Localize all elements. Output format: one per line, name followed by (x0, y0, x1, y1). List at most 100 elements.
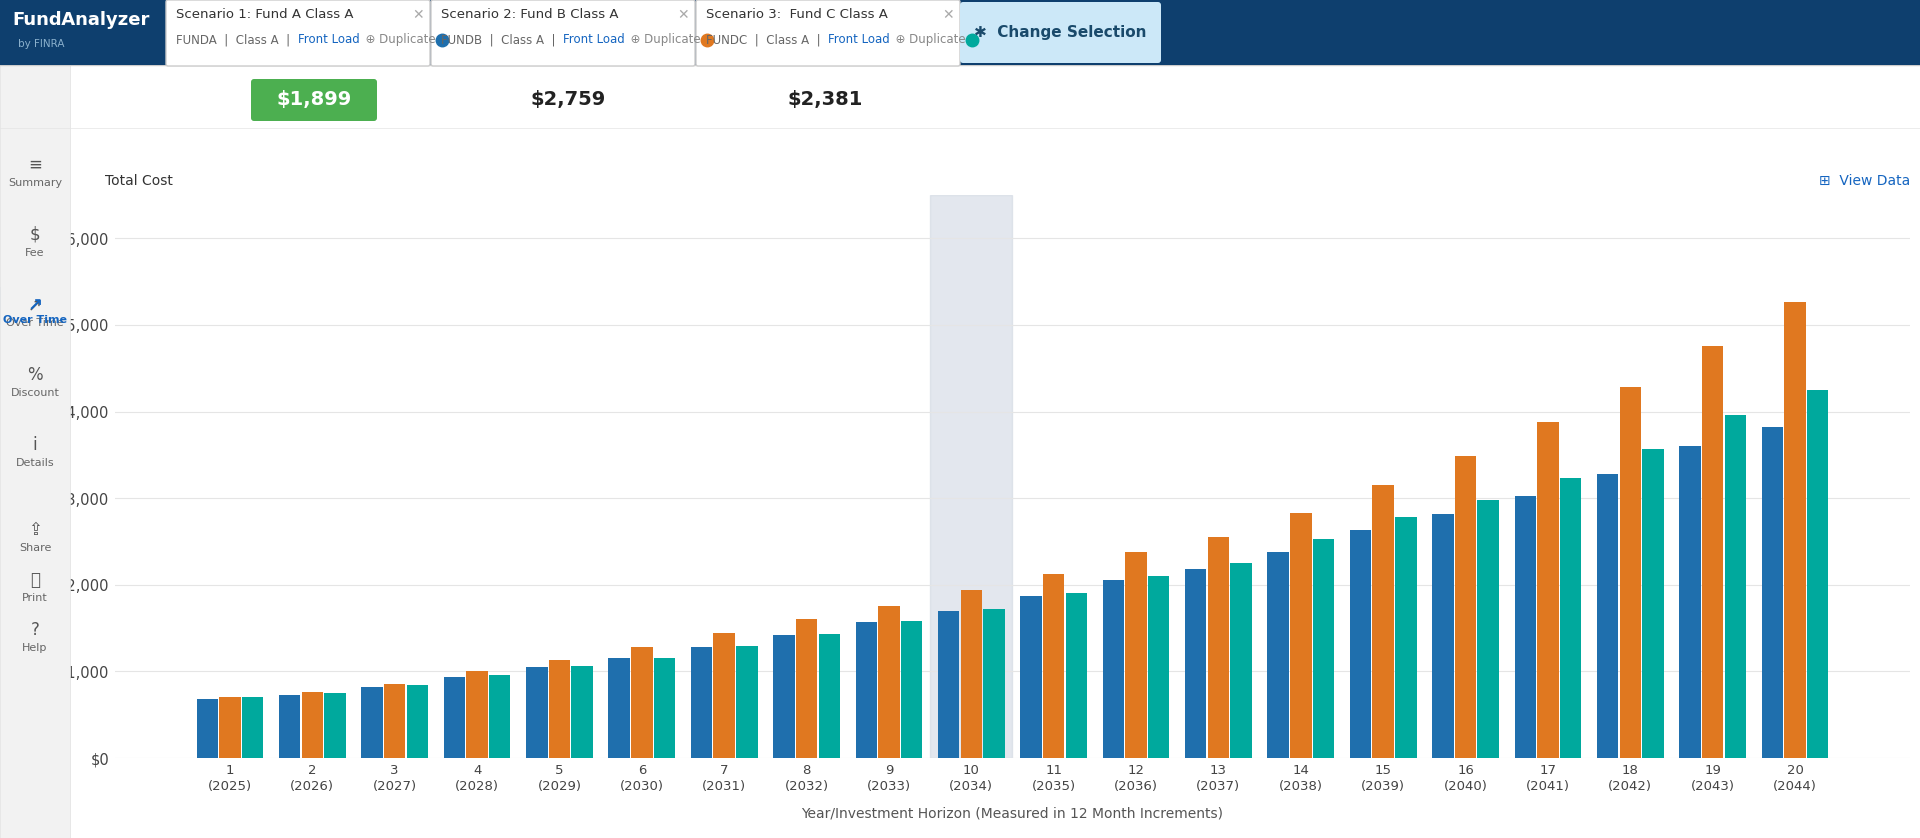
Text: ?: ? (31, 621, 40, 639)
Bar (1102, 581, 1123, 758)
Text: Over Time: Over Time (4, 315, 67, 325)
Bar (655, 658, 676, 758)
Bar (818, 634, 839, 758)
FancyBboxPatch shape (430, 0, 695, 66)
Bar (219, 697, 240, 758)
Bar (1208, 537, 1229, 758)
Text: Fund: Fund (12, 11, 61, 29)
Bar (1620, 387, 1642, 758)
Bar (444, 676, 465, 758)
Text: ⇪: ⇪ (29, 521, 42, 539)
Bar (1478, 500, 1500, 758)
Bar (1267, 552, 1288, 758)
Bar (1807, 390, 1828, 758)
FancyBboxPatch shape (0, 0, 69, 838)
Bar (1043, 573, 1064, 758)
Bar (1373, 485, 1394, 758)
Text: ✕: ✕ (413, 8, 424, 22)
Text: FUNDA  |  Class A  |: FUNDA | Class A | (177, 34, 290, 46)
Text: Details: Details (15, 458, 54, 468)
Bar (324, 693, 346, 758)
Bar (301, 692, 323, 758)
Text: FUNDB  |  Class A  |: FUNDB | Class A | (442, 34, 555, 46)
Bar (1680, 446, 1701, 758)
Bar (877, 606, 900, 758)
Bar (196, 699, 219, 758)
Bar (1185, 569, 1206, 758)
Bar (1597, 474, 1619, 758)
Text: FUNDC  |  Class A  |: FUNDC | Class A | (707, 34, 820, 46)
Bar (1784, 302, 1805, 758)
Bar (361, 687, 382, 758)
FancyBboxPatch shape (252, 79, 376, 121)
Bar (1763, 427, 1784, 758)
Bar (632, 647, 653, 758)
Bar (242, 697, 263, 758)
Text: Scenario 3:  Fund C Class A: Scenario 3: Fund C Class A (707, 8, 887, 22)
Bar (1559, 478, 1582, 758)
Bar (929, 195, 1012, 758)
Bar (609, 659, 630, 758)
Bar (1313, 539, 1334, 758)
Bar (691, 647, 712, 758)
Bar (1701, 346, 1724, 758)
Bar (1396, 517, 1417, 758)
Text: %: % (27, 366, 42, 384)
Bar (1350, 530, 1371, 758)
Bar (1231, 563, 1252, 758)
Bar (549, 660, 570, 758)
Text: ⎙: ⎙ (31, 571, 40, 589)
Bar (407, 685, 428, 758)
Bar (1432, 514, 1453, 758)
Text: $1,899: $1,899 (276, 91, 351, 110)
Text: Front Load: Front Load (828, 34, 889, 46)
Bar (714, 634, 735, 758)
Text: Help: Help (23, 643, 48, 653)
Text: Print: Print (23, 593, 48, 603)
Bar (1290, 513, 1311, 758)
Bar (797, 618, 818, 758)
Text: i: i (33, 436, 36, 454)
X-axis label: Year/Investment Horizon (Measured in 12 Month Increments): Year/Investment Horizon (Measured in 12 … (801, 806, 1223, 820)
Bar (1020, 596, 1043, 758)
Text: Over Time: Over Time (6, 318, 63, 328)
Bar (572, 666, 593, 758)
Text: ⊞  View Data: ⊞ View Data (1818, 174, 1910, 189)
Bar (900, 621, 922, 758)
Bar (384, 684, 405, 758)
Bar (960, 590, 981, 758)
Text: $: $ (29, 226, 40, 244)
Text: $2,381: $2,381 (787, 91, 862, 110)
Text: Fee: Fee (25, 248, 44, 258)
Text: Scenario 1: Fund A Class A: Scenario 1: Fund A Class A (177, 8, 353, 22)
Text: ✕: ✕ (943, 8, 954, 22)
Bar (1642, 449, 1663, 758)
Text: Discount: Discount (12, 388, 60, 398)
Text: ⊕ Duplicate: ⊕ Duplicate (622, 34, 701, 46)
Bar (467, 671, 488, 758)
Bar (1538, 422, 1559, 758)
FancyBboxPatch shape (960, 2, 1162, 63)
Bar (1066, 593, 1087, 758)
Bar (1515, 495, 1536, 758)
Bar (278, 695, 300, 758)
FancyBboxPatch shape (0, 0, 1920, 65)
Text: ⊕ Duplicate: ⊕ Duplicate (357, 34, 436, 46)
Bar (774, 635, 795, 758)
Text: Front Load: Front Load (298, 34, 359, 46)
Bar (735, 646, 758, 758)
Text: by FINRA: by FINRA (17, 39, 65, 49)
Text: Share: Share (19, 543, 52, 553)
Text: ↗: ↗ (29, 296, 42, 314)
Text: Analyzer: Analyzer (56, 11, 150, 29)
Text: ✱  Change Selection: ✱ Change Selection (973, 25, 1146, 40)
Text: Scenario 2: Fund B Class A: Scenario 2: Fund B Class A (442, 8, 618, 22)
Text: ≡: ≡ (29, 156, 42, 174)
FancyBboxPatch shape (0, 287, 69, 325)
FancyBboxPatch shape (695, 0, 960, 66)
Bar (1724, 415, 1745, 758)
FancyBboxPatch shape (165, 0, 430, 66)
Text: Summary: Summary (8, 178, 61, 188)
Text: ⊕ Duplicate: ⊕ Duplicate (887, 34, 966, 46)
Text: ↗: ↗ (27, 297, 42, 315)
